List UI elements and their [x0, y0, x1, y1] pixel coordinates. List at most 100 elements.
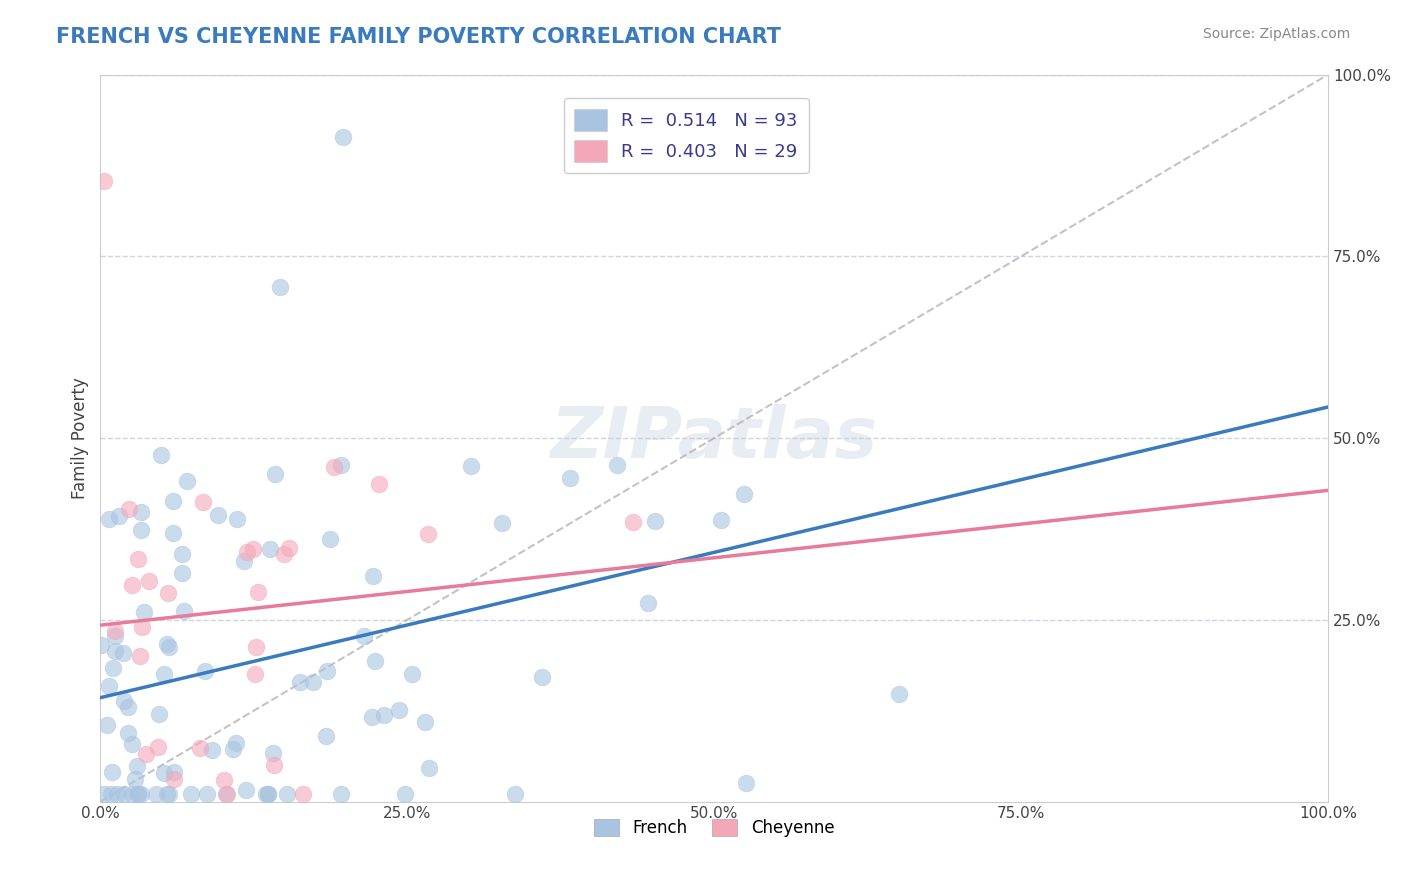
Point: [887, 687, 910, 701]
Point: [361, 710, 384, 724]
Point: [135, 747, 157, 762]
Point: [101, 661, 124, 675]
Point: [162, 526, 184, 541]
Point: [394, 787, 416, 801]
Text: Source: ZipAtlas.com: Source: ZipAtlas.com: [1202, 27, 1350, 41]
Point: [138, 574, 160, 589]
Point: [236, 545, 259, 559]
Point: [176, 474, 198, 488]
Point: [148, 739, 170, 754]
Point: [152, 667, 174, 681]
Point: [710, 514, 733, 528]
Point: [301, 674, 323, 689]
Point: [201, 743, 224, 757]
Point: [108, 508, 131, 523]
Point: [131, 523, 153, 537]
Point: [129, 787, 152, 801]
Point: [242, 542, 264, 557]
Point: [97, 512, 120, 526]
Point: [245, 640, 267, 654]
Point: [162, 494, 184, 508]
Point: [262, 747, 284, 761]
Point: [368, 477, 391, 491]
Point: [217, 787, 239, 801]
Point: [388, 703, 411, 717]
Point: [90, 638, 112, 652]
Point: [117, 726, 139, 740]
Point: [315, 729, 337, 743]
Point: [157, 640, 180, 654]
Point: [278, 541, 301, 555]
Point: [418, 526, 440, 541]
Point: [93, 174, 115, 188]
Point: [491, 516, 513, 531]
Point: [103, 644, 125, 658]
Point: [127, 552, 149, 566]
Point: [606, 458, 628, 472]
Point: [644, 514, 666, 528]
Point: [259, 542, 281, 557]
Point: [156, 787, 179, 801]
Point: [215, 787, 238, 801]
Point: [401, 667, 423, 681]
Point: [129, 505, 152, 519]
Point: [222, 742, 245, 756]
Point: [364, 654, 387, 668]
Point: [373, 708, 395, 723]
Point: [247, 585, 270, 599]
Point: [290, 674, 312, 689]
Point: [212, 773, 235, 788]
Legend: French, Cheyenne: French, Cheyenne: [588, 813, 841, 844]
Point: [112, 646, 135, 660]
Point: [101, 765, 124, 780]
Point: [104, 624, 127, 639]
Point: [127, 787, 149, 801]
Point: [121, 578, 143, 592]
Point: [361, 568, 384, 582]
Point: [131, 620, 153, 634]
Point: [733, 487, 755, 501]
Point: [276, 787, 298, 801]
Point: [291, 787, 314, 801]
Point: [233, 554, 256, 568]
Point: [195, 787, 218, 801]
Point: [172, 547, 194, 561]
Point: [188, 740, 211, 755]
Point: [263, 757, 285, 772]
Point: [117, 700, 139, 714]
Point: [156, 585, 179, 599]
Point: [273, 547, 295, 561]
Point: [193, 495, 215, 509]
Point: [734, 776, 756, 790]
Point: [329, 787, 352, 801]
Point: [112, 693, 135, 707]
Point: [460, 458, 482, 473]
Point: [163, 765, 186, 780]
Point: [353, 629, 375, 643]
Point: [121, 787, 143, 801]
Point: [319, 533, 342, 547]
Point: [225, 736, 247, 750]
Point: [257, 787, 280, 801]
Point: [418, 761, 440, 775]
Point: [157, 787, 180, 801]
Text: FRENCH VS CHEYENNE FAMILY POVERTY CORRELATION CHART: FRENCH VS CHEYENNE FAMILY POVERTY CORREL…: [56, 27, 782, 46]
Point: [112, 787, 135, 801]
Point: [93, 787, 115, 801]
Point: [257, 787, 280, 801]
Point: [107, 787, 129, 801]
Point: [173, 604, 195, 618]
Point: [330, 458, 353, 472]
Point: [254, 787, 277, 801]
Text: ZIPatlas: ZIPatlas: [551, 403, 877, 473]
Point: [156, 637, 179, 651]
Point: [226, 511, 249, 525]
Point: [207, 508, 229, 523]
Point: [150, 448, 173, 462]
Point: [127, 787, 149, 801]
Point: [235, 783, 257, 797]
Point: [415, 715, 437, 730]
Point: [100, 787, 122, 801]
Point: [243, 667, 266, 681]
Point: [124, 772, 146, 786]
